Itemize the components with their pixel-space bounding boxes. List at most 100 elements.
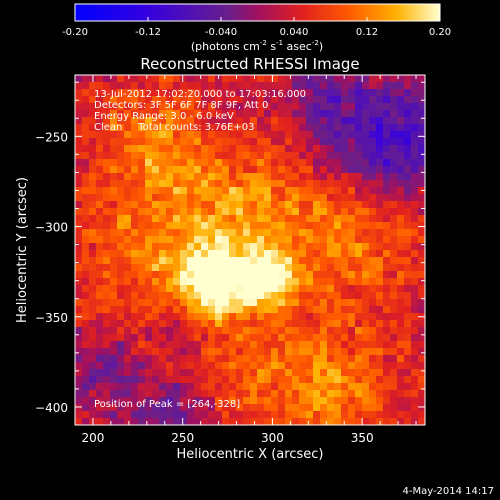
heatmap-cell: [348, 292, 356, 300]
heatmap-cell: [397, 152, 405, 160]
heatmap-cell: [271, 313, 279, 321]
heatmap-cell: [320, 215, 328, 223]
heatmap-cell: [152, 299, 160, 307]
heatmap-cell: [264, 292, 272, 300]
heatmap-cell: [362, 236, 370, 244]
heatmap-cell: [208, 131, 216, 139]
heatmap-cell: [103, 285, 111, 293]
heatmap-cell: [292, 390, 300, 398]
heatmap-cell: [257, 187, 265, 195]
heatmap-cell: [313, 194, 321, 202]
heatmap-cell: [166, 222, 174, 230]
heatmap-cell: [313, 187, 321, 195]
heatmap-cell: [271, 390, 279, 398]
heatmap-cell: [285, 271, 293, 279]
heatmap-cell: [369, 159, 377, 167]
heatmap-cell: [89, 278, 97, 286]
heatmap-cell: [187, 96, 195, 104]
heatmap-cell: [334, 313, 342, 321]
heatmap-cell: [173, 243, 181, 251]
heatmap-cell: [215, 187, 223, 195]
heatmap-cell: [369, 180, 377, 188]
heatmap-cell: [313, 180, 321, 188]
heatmap-cell: [390, 236, 398, 244]
heatmap-cell: [250, 383, 258, 391]
heatmap-cell: [75, 222, 83, 230]
heatmap-cell: [166, 341, 174, 349]
heatmap-cell: [138, 166, 146, 174]
heatmap-cell: [327, 271, 335, 279]
heatmap-cell: [250, 96, 258, 104]
heatmap-cell: [180, 341, 188, 349]
heatmap-cell: [320, 292, 328, 300]
heatmap-cell: [348, 110, 356, 118]
heatmap-cell: [411, 208, 419, 216]
heatmap-cell: [362, 348, 370, 356]
heatmap-cell: [180, 215, 188, 223]
heatmap-cell: [208, 159, 216, 167]
heatmap-cell: [194, 89, 202, 97]
heatmap-cell: [166, 117, 174, 125]
heatmap-cell: [180, 327, 188, 335]
heatmap-cell: [215, 320, 223, 328]
heatmap-cell: [243, 383, 251, 391]
heatmap-cell: [264, 271, 272, 279]
colorbar-tick-label: 0.040: [280, 27, 309, 38]
heatmap-cell: [285, 159, 293, 167]
heatmap-cell: [285, 355, 293, 363]
heatmap-cell: [138, 264, 146, 272]
heatmap-cell: [159, 411, 167, 419]
heatmap-cell: [82, 348, 90, 356]
heatmap-cell: [194, 215, 202, 223]
heatmap-cell: [138, 348, 146, 356]
heatmap-cell: [103, 208, 111, 216]
heatmap-cell: [327, 152, 335, 160]
heatmap-cell: [292, 397, 300, 405]
heatmap-cell: [180, 96, 188, 104]
heatmap-cell: [117, 264, 125, 272]
heatmap-cell: [236, 257, 244, 265]
heatmap-cell: [411, 299, 419, 307]
heatmap-cell: [131, 369, 139, 377]
heatmap-cell: [334, 117, 342, 125]
heatmap-cell: [264, 390, 272, 398]
heatmap-cell: [180, 180, 188, 188]
heatmap-cell: [355, 264, 363, 272]
heatmap-cell: [222, 159, 230, 167]
heatmap-cell: [159, 222, 167, 230]
heatmap-cell: [194, 376, 202, 384]
heatmap-cell: [306, 201, 314, 209]
heatmap-cell: [341, 138, 349, 146]
heatmap-cell: [215, 138, 223, 146]
heatmap-cell: [159, 180, 167, 188]
heatmap-cell: [320, 166, 328, 174]
heatmap-cell: [89, 369, 97, 377]
heatmap-cell: [187, 264, 195, 272]
heatmap-cell: [103, 215, 111, 223]
heatmap-cell: [222, 215, 230, 223]
heatmap-cell: [152, 89, 160, 97]
heatmap-cell: [187, 271, 195, 279]
heatmap-cell: [348, 96, 356, 104]
heatmap-cell: [222, 390, 230, 398]
heatmap-cell: [418, 411, 425, 419]
heatmap-cell: [348, 271, 356, 279]
heatmap-cell: [355, 229, 363, 237]
heatmap-cell: [285, 222, 293, 230]
heatmap-cell: [215, 110, 223, 118]
heatmap-cell: [138, 355, 146, 363]
heatmap-cell: [124, 180, 132, 188]
heatmap-cell: [82, 334, 90, 342]
heatmap-cell: [215, 411, 223, 419]
heatmap-cell: [383, 348, 391, 356]
heatmap-cell: [334, 292, 342, 300]
heatmap-cell: [243, 404, 251, 412]
heatmap-cell: [404, 222, 412, 230]
heatmap-cell: [243, 215, 251, 223]
heatmap-cell: [131, 222, 139, 230]
heatmap-cell: [222, 334, 230, 342]
heatmap-cell: [369, 292, 377, 300]
heatmap-cell: [201, 103, 209, 111]
heatmap-cell: [397, 313, 405, 321]
heatmap-cell: [306, 418, 314, 425]
